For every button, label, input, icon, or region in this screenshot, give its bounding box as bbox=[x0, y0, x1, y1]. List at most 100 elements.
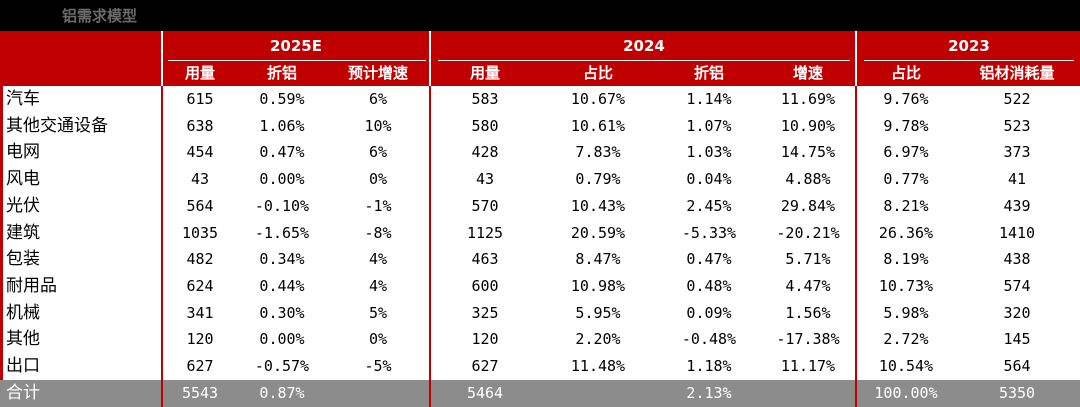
table-cell: 1.18% bbox=[686, 357, 732, 375]
group-header-2025e: 2025E bbox=[270, 37, 322, 55]
table-cell: 0.00% bbox=[259, 330, 305, 349]
total-row: 合计 5543 0.87% 5464 2.13% 100.00% 5350 bbox=[0, 380, 1080, 407]
table-cell: 428 bbox=[471, 143, 499, 162]
col-header-2024-aluminum: 折铝 bbox=[693, 64, 724, 82]
total-cell: 2.13% bbox=[686, 384, 732, 402]
table-row: 机械 341 0.30% 5% 325 5.95% 0.09% 1.56% 5.98% 320 bbox=[0, 300, 1080, 327]
table-cell: 29.84% bbox=[780, 196, 836, 215]
table-cell: 600 bbox=[471, 276, 499, 295]
table-cell: 325 bbox=[471, 303, 499, 322]
header-divider bbox=[429, 31, 431, 86]
table-cell: -8% bbox=[364, 223, 392, 242]
title-bar: 铝需求模型 bbox=[0, 0, 1080, 31]
group-underline-2023 bbox=[864, 60, 1074, 61]
table-row: 电网 454 0.47% 6% 428 7.83% 1.03% 14.75% 6.97% 373 bbox=[0, 139, 1080, 166]
table-cell: 0% bbox=[368, 170, 388, 189]
table-body: 汽车 615 0.59% 6% 583 10.67% 1.14% 11.69% 9.76% 522… bbox=[0, 86, 1080, 380]
table-cell: 6% bbox=[368, 90, 388, 108]
table-cell: 570 bbox=[471, 196, 499, 215]
header-divider bbox=[855, 31, 857, 86]
table-row: 汽车 615 0.59% 6% 583 10.67% 1.14% 11.69% 9.76% 522 bbox=[0, 86, 1080, 113]
table-cell: 41 bbox=[1007, 170, 1027, 189]
table-cell: 5.98% bbox=[883, 303, 929, 322]
table-cell: 463 bbox=[471, 250, 499, 269]
table-cell: 8.19% bbox=[883, 250, 929, 269]
row-label: 耐用品 bbox=[6, 275, 57, 296]
total-label: 合计 bbox=[6, 383, 40, 403]
table-cell: 438 bbox=[1003, 250, 1031, 269]
table-cell: 0.04% bbox=[686, 170, 732, 189]
table-cell: 6% bbox=[368, 143, 388, 162]
total-cell bbox=[326, 380, 430, 407]
col-header-2025-growth: 预计增速 bbox=[347, 64, 408, 82]
column-divider bbox=[429, 380, 431, 407]
table-cell: 20.59% bbox=[570, 223, 626, 242]
table-title: 铝需求模型 bbox=[62, 7, 138, 25]
table-header: 2025E 2024 2023 用量 折铝 预计增速 用量 占比 折铝 增速 占… bbox=[0, 31, 1080, 86]
table-cell: 564 bbox=[1003, 357, 1031, 375]
total-cell: 5350 bbox=[998, 384, 1036, 402]
table-cell: 10.90% bbox=[780, 116, 836, 135]
table-cell: 2.45% bbox=[686, 196, 732, 215]
total-cell bbox=[760, 380, 856, 407]
table-cell: 5.71% bbox=[785, 250, 831, 269]
table-cell: 0.47% bbox=[686, 250, 732, 269]
column-divider bbox=[161, 380, 163, 407]
group-header-2024: 2024 bbox=[623, 37, 665, 55]
table-cell: 341 bbox=[186, 303, 214, 322]
table-row: 其他 120 0.00% 0% 120 2.20% -0.48% -17.38% 2.72% 14… bbox=[0, 326, 1080, 353]
table-cell: 638 bbox=[186, 116, 214, 135]
table-cell: -0.10% bbox=[254, 196, 310, 215]
row-label: 出口 bbox=[6, 356, 40, 376]
table-cell: 14.75% bbox=[780, 143, 836, 162]
table-cell: -1% bbox=[364, 196, 392, 215]
col-header-2024-usage: 用量 bbox=[469, 64, 500, 82]
table-cell: 4.88% bbox=[785, 170, 831, 189]
table-cell: 10% bbox=[364, 116, 392, 135]
table-cell: 564 bbox=[186, 196, 214, 215]
table-cell: 5.95% bbox=[575, 303, 621, 322]
table-cell: 4% bbox=[368, 250, 388, 269]
row-label: 其他 bbox=[6, 329, 40, 350]
table-cell: 583 bbox=[471, 90, 499, 108]
col-header-2023-consumption: 铝材消耗量 bbox=[979, 64, 1055, 82]
table-cell: 43 bbox=[190, 170, 210, 189]
table-cell: 43 bbox=[475, 170, 495, 189]
table-row: 其他交通设备 638 1.06% 10% 580 10.61% 1.07% 10.90% 9.7… bbox=[0, 113, 1080, 140]
table-cell: 627 bbox=[186, 357, 214, 375]
total-cell: 100.00% bbox=[874, 384, 938, 402]
table-cell: 10.54% bbox=[878, 357, 934, 375]
row-label: 光伏 bbox=[6, 195, 40, 216]
table-cell: 373 bbox=[1003, 143, 1031, 162]
table-cell: 2.72% bbox=[883, 330, 929, 349]
table-cell: 10.43% bbox=[570, 196, 626, 215]
table-cell: -5.33% bbox=[681, 223, 737, 242]
table-cell: 10.67% bbox=[570, 90, 626, 108]
table-row: 耐用品 624 0.44% 4% 600 10.98% 0.48% 4.47% 10.73% 57… bbox=[0, 273, 1080, 300]
table-cell: 439 bbox=[1003, 196, 1031, 215]
total-cell: 5464 bbox=[466, 384, 504, 402]
table-cell: 1.56% bbox=[785, 303, 831, 322]
column-divider bbox=[855, 86, 857, 380]
table-cell: 1035 bbox=[181, 223, 219, 242]
table-cell: 482 bbox=[186, 250, 214, 269]
table-row: 包装 482 0.34% 4% 463 8.47% 0.47% 5.71% 8.19% 438 bbox=[0, 246, 1080, 273]
row-label: 机械 bbox=[6, 302, 40, 323]
table-cell: 4.47% bbox=[785, 276, 831, 295]
table-cell: 574 bbox=[1003, 276, 1031, 295]
table-cell: -0.48% bbox=[681, 330, 737, 349]
table-cell: 1125 bbox=[466, 223, 504, 242]
table-cell: 0.47% bbox=[259, 143, 305, 162]
table-cell: 523 bbox=[1003, 116, 1031, 135]
table-cell: 10.73% bbox=[878, 276, 934, 295]
table-cell: 4% bbox=[368, 276, 388, 295]
table-cell: 1.07% bbox=[686, 116, 732, 135]
table-cell: 0.79% bbox=[575, 170, 621, 189]
table-cell: 9.76% bbox=[883, 90, 929, 108]
column-divider bbox=[855, 380, 857, 407]
table-cell: 1.06% bbox=[259, 116, 305, 135]
table-cell: 26.36% bbox=[878, 223, 934, 242]
table-cell: 0.44% bbox=[259, 276, 305, 295]
table-cell: 11.48% bbox=[570, 357, 626, 375]
